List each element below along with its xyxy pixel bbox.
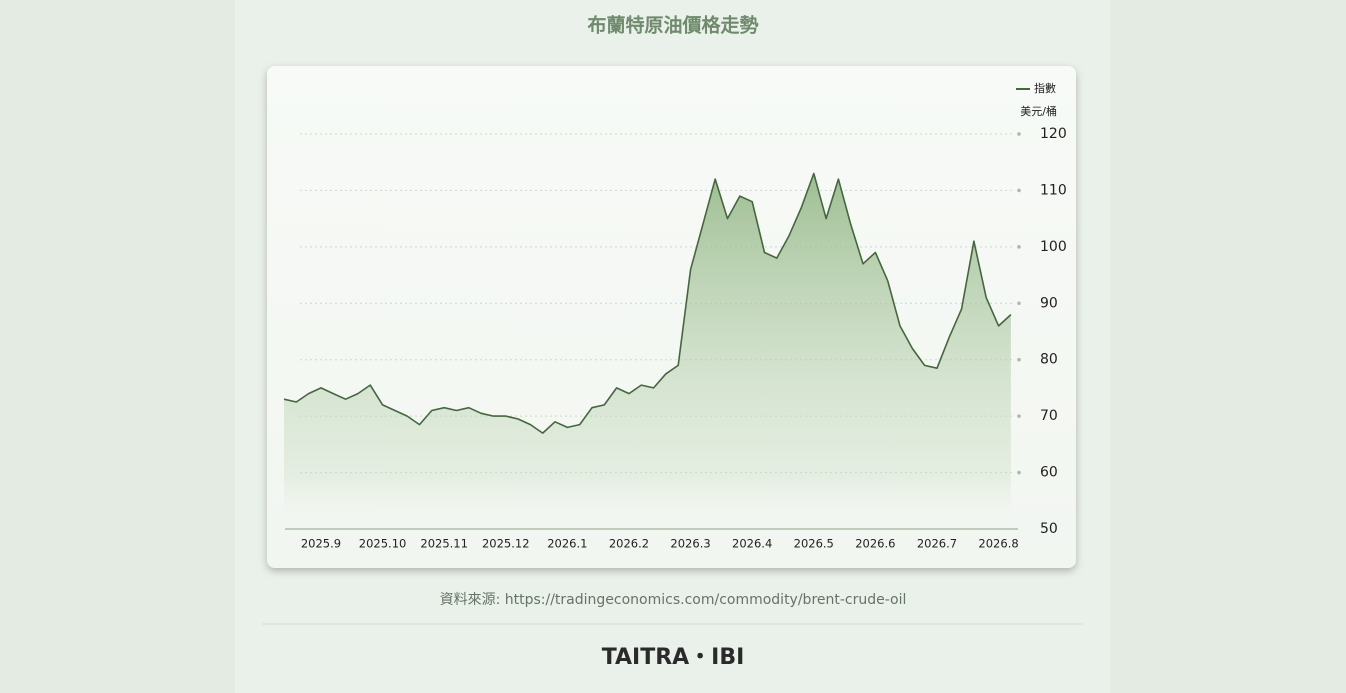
x-tick-label: 2025.11 — [420, 537, 468, 551]
y-tick-label: 90 — [1040, 295, 1058, 311]
x-tick-label: 2025.12 — [482, 537, 530, 551]
tick-dot — [1017, 188, 1021, 193]
tick-dot — [1017, 245, 1021, 249]
x-tick-label: 2026.8 — [978, 537, 1018, 551]
x-tick-label: 2026.3 — [670, 537, 710, 551]
chart-title: 布蘭特原油價格走勢 — [587, 14, 758, 37]
source-note: 資料來源: https://tradingeconomics.com/commo… — [440, 592, 907, 608]
price-line — [283, 172, 1012, 434]
x-tick-label: 2026.1 — [547, 537, 587, 551]
y-tick-label: 80 — [1040, 352, 1058, 368]
x-tick-label: 2026.5 — [794, 537, 834, 551]
tick-dot — [1017, 414, 1021, 418]
x-tick-label: 2025.10 — [359, 537, 407, 551]
tick-dot — [1017, 301, 1021, 306]
area-fill — [284, 173, 1011, 529]
y-tick-label: 60 — [1040, 465, 1058, 481]
x-tick-label: 2026.2 — [609, 537, 649, 551]
legend-label: 指數 — [1034, 81, 1056, 95]
x-tick-label: 2025.9 — [301, 537, 341, 551]
y-tick-label: 70 — [1040, 408, 1058, 424]
y-tick-label: 120 — [1040, 126, 1067, 142]
y-tick-label: 110 — [1040, 182, 1067, 198]
tick-dot — [1017, 132, 1021, 136]
tick-dot — [1017, 357, 1021, 362]
x-tick-label: 2026.4 — [732, 537, 772, 551]
y-tick-label: 50 — [1040, 521, 1058, 537]
x-tick-label: 2026.7 — [917, 537, 957, 551]
y-axis-unit: 美元/桶 — [1020, 104, 1057, 118]
x-tick-label: 2026.6 — [855, 537, 895, 551]
tick-dot — [1017, 470, 1021, 475]
y-tick-label: 100 — [1040, 239, 1067, 255]
footer-logo: TAITRA・IBI — [602, 645, 745, 670]
